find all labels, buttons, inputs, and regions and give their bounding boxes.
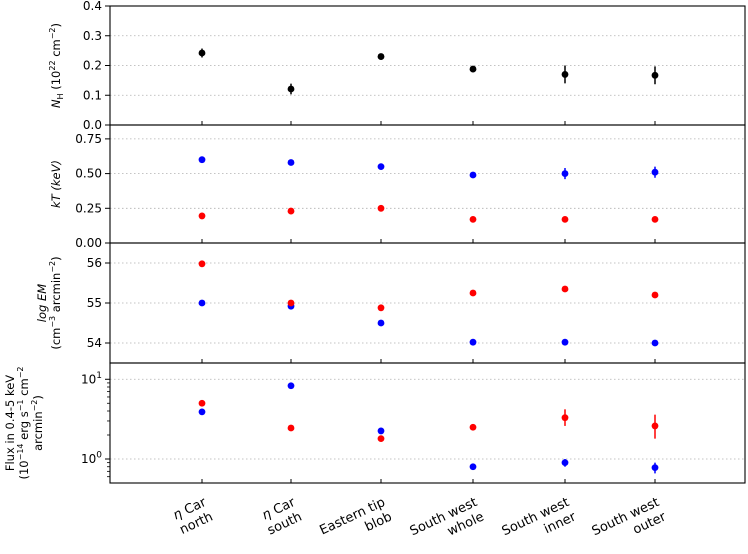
panel-flux: 100 101 Flux in 0.4-5 keV (10−14 erg s−1 cm… [3, 362, 746, 484]
data-point-NH [561, 71, 569, 78]
data-point-hot [651, 464, 659, 472]
data-point-cool [287, 424, 295, 432]
y-tick-label: 0.3 [83, 29, 102, 43]
data-point-NH [287, 85, 295, 93]
data-point-hot [469, 463, 477, 471]
y-axis-label: kT (keV) [49, 160, 63, 208]
data-point-NH [198, 49, 206, 57]
y-tick-label: 54 [87, 336, 102, 350]
data-point-cool [651, 216, 659, 223]
y-tick-label: 0.0 [83, 118, 102, 132]
data-point-cool [651, 422, 659, 430]
data-point-hot [287, 159, 295, 166]
data-point-hot [287, 382, 295, 390]
y-tick-label: 0.2 [83, 59, 102, 73]
y-tick-label: 0.25 [75, 201, 102, 215]
data-point-cool [469, 289, 477, 297]
data-point-NH [377, 53, 385, 60]
y-tick-label: 56 [87, 256, 102, 270]
data-point-hot [377, 427, 385, 435]
data-point-cool [287, 299, 295, 307]
data-point-cool [561, 216, 569, 223]
y-tick-label: 101 [81, 371, 102, 386]
data-point-hot [651, 339, 659, 347]
data-point-cool [561, 285, 569, 293]
data-point-cool [377, 304, 385, 312]
data-point-hot [198, 299, 206, 307]
data-point-hot [377, 163, 385, 171]
y-tick-label: 0.4 [83, 0, 102, 13]
data-point-hot [561, 170, 569, 177]
y-axis-label: arcmin−2) [30, 395, 45, 451]
data-point-hot [198, 408, 206, 416]
data-point-NH [469, 65, 477, 73]
y-axis-label: (10−14 erg s−1 cm−2 [16, 366, 31, 479]
y-axis-label: (cm−3 arcmin−2) [48, 256, 63, 349]
data-point-hot [561, 338, 569, 346]
data-point-cool [469, 216, 477, 223]
data-point-cool [198, 260, 206, 268]
data-point-cool [561, 414, 569, 422]
data-point-hot [469, 338, 477, 346]
panel-nh: 0.0 0.1 0.2 0.3 0.4 NH (1022 cm−2) [48, 0, 746, 132]
data-point-NH [651, 71, 659, 79]
data-point-cool [377, 204, 385, 212]
data-point-hot [651, 168, 659, 176]
y-axis-label: log EM [35, 284, 49, 322]
y-tick-label: 100 [81, 451, 102, 466]
panel-frame [109, 124, 746, 244]
y-tick-label: 0.50 [75, 167, 102, 181]
y-axis-label: NH (1022 cm−2) [48, 23, 65, 108]
data-point-cool [651, 291, 659, 299]
y-tick-label: 0.75 [75, 132, 102, 146]
data-point-cool [198, 399, 206, 407]
y-tick-label: 0.00 [75, 236, 102, 250]
panel-em: 54 55 56 log EM(cm−3 arcmin−2) [35, 242, 746, 364]
data-point-cool [198, 212, 206, 220]
data-point-hot [469, 171, 477, 179]
data-point-hot [377, 319, 385, 327]
y-axis-label: Flux in 0.4-5 keV [3, 375, 17, 471]
data-point-cool [469, 423, 477, 431]
data-point-cool [377, 435, 385, 443]
data-point-hot [198, 156, 206, 164]
y-tick-label: 0.1 [83, 88, 102, 102]
data-point-cool [287, 207, 295, 215]
y-tick-label: 55 [87, 296, 102, 310]
data-point-hot [561, 459, 569, 467]
panel-kt: 0.00 0.25 0.50 0.75 kT (keV) [49, 124, 746, 250]
panel-frame [109, 362, 746, 484]
